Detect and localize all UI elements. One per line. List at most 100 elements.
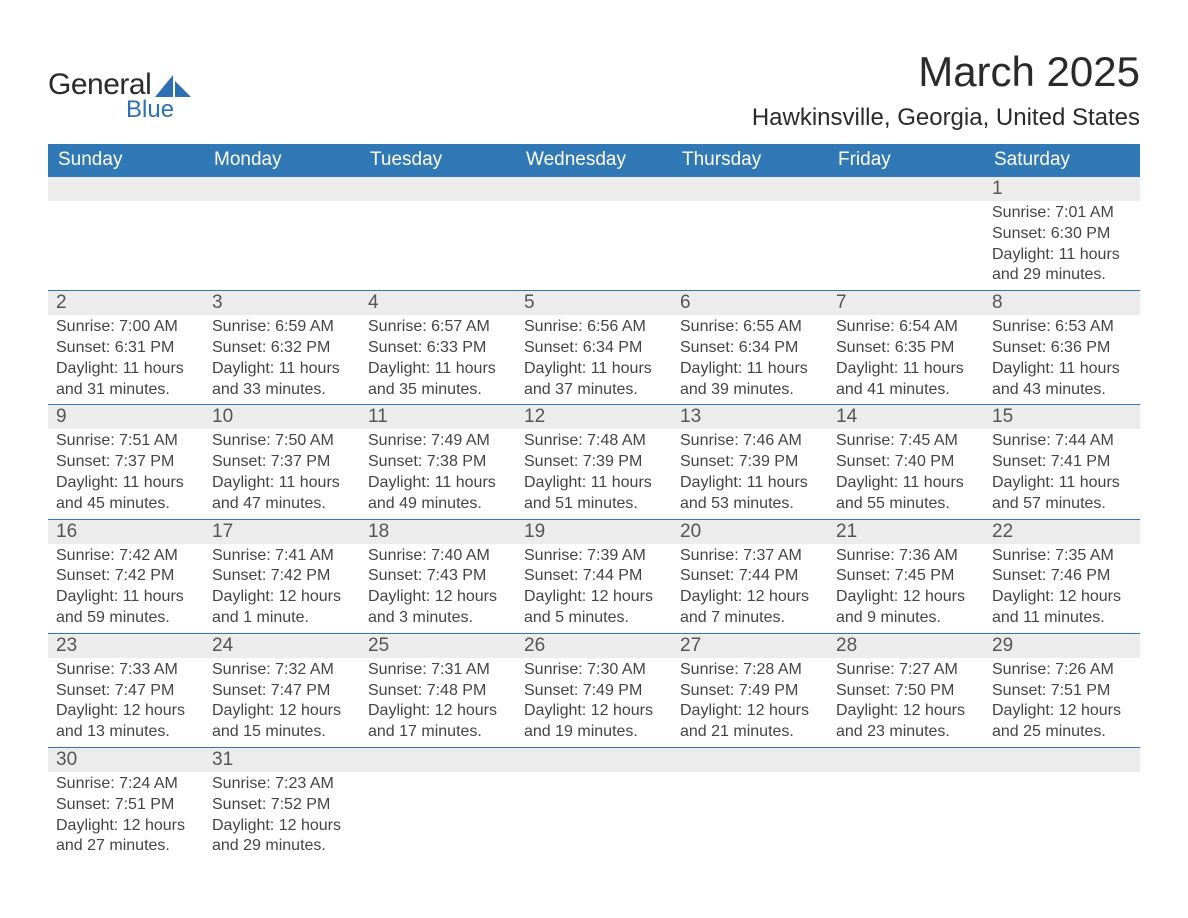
day-details: Sunrise: 7:28 AMSunset: 7:49 PMDaylight:…	[672, 658, 828, 747]
day-data-cell: Sunrise: 6:59 AMSunset: 6:32 PMDaylight:…	[204, 315, 360, 405]
day-number-cell	[360, 747, 516, 772]
daylight-line-2: and 9 minutes.	[836, 608, 976, 629]
day-number-cell	[204, 177, 360, 202]
day-data-cell	[516, 772, 672, 861]
day-number-cell: 16	[48, 519, 204, 544]
day-details: Sunrise: 7:33 AMSunset: 7:47 PMDaylight:…	[48, 658, 204, 747]
brand-sail-icon	[155, 73, 191, 97]
daylight-line-2: and 45 minutes.	[56, 494, 196, 515]
location-subtitle: Hawkinsville, Georgia, United States	[752, 104, 1140, 132]
title-block: March 2025 Hawkinsville, Georgia, United…	[752, 48, 1140, 132]
sunrise-line: Sunrise: 7:23 AM	[212, 774, 352, 795]
sunrise-line: Sunrise: 7:33 AM	[56, 660, 196, 681]
page-header: General Blue March 2025 Hawkinsville, Ge…	[48, 48, 1140, 132]
day-number: 26	[516, 634, 672, 658]
day-data-cell	[360, 201, 516, 291]
day-data-cell: Sunrise: 6:54 AMSunset: 6:35 PMDaylight:…	[828, 315, 984, 405]
sunrise-line: Sunrise: 7:48 AM	[524, 431, 664, 452]
day-number-cell: 28	[828, 633, 984, 658]
daylight-line-2: and 33 minutes.	[212, 380, 352, 401]
day-details: Sunrise: 6:57 AMSunset: 6:33 PMDaylight:…	[360, 315, 516, 404]
day-number-cell	[360, 177, 516, 202]
day-number-cell: 11	[360, 405, 516, 430]
daylight-line-1: Daylight: 12 hours	[524, 701, 664, 722]
day-number-cell: 30	[48, 747, 204, 772]
day-number-cell: 9	[48, 405, 204, 430]
daylight-line-2: and 47 minutes.	[212, 494, 352, 515]
daylight-line-1: Daylight: 12 hours	[680, 701, 820, 722]
sunset-line: Sunset: 6:35 PM	[836, 338, 976, 359]
week-daynum-row: 23242526272829	[48, 633, 1140, 658]
day-data-cell: Sunrise: 7:51 AMSunset: 7:37 PMDaylight:…	[48, 429, 204, 519]
day-data-cell: Sunrise: 7:40 AMSunset: 7:43 PMDaylight:…	[360, 544, 516, 634]
day-number: 9	[48, 405, 204, 429]
daylight-line-1: Daylight: 12 hours	[212, 816, 352, 837]
day-details: Sunrise: 7:23 AMSunset: 7:52 PMDaylight:…	[204, 772, 360, 861]
sunrise-line: Sunrise: 6:56 AM	[524, 317, 664, 338]
day-number-cell: 18	[360, 519, 516, 544]
daylight-line-1: Daylight: 11 hours	[680, 359, 820, 380]
day-number-cell: 8	[984, 291, 1140, 316]
sunrise-line: Sunrise: 7:27 AM	[836, 660, 976, 681]
day-number: 24	[204, 634, 360, 658]
sunrise-line: Sunrise: 7:00 AM	[56, 317, 196, 338]
week-daynum-row: 16171819202122	[48, 519, 1140, 544]
day-number-cell: 14	[828, 405, 984, 430]
day-number-cell: 19	[516, 519, 672, 544]
sunrise-line: Sunrise: 7:46 AM	[680, 431, 820, 452]
week-daynum-row: 2345678	[48, 291, 1140, 316]
sunrise-line: Sunrise: 7:31 AM	[368, 660, 508, 681]
weekday-header: Wednesday	[516, 144, 672, 177]
sunset-line: Sunset: 7:50 PM	[836, 681, 976, 702]
day-number: 27	[672, 634, 828, 658]
sunset-line: Sunset: 6:33 PM	[368, 338, 508, 359]
sunrise-line: Sunrise: 6:59 AM	[212, 317, 352, 338]
daylight-line-2: and 21 minutes.	[680, 722, 820, 743]
sunrise-line: Sunrise: 7:28 AM	[680, 660, 820, 681]
day-details: Sunrise: 7:32 AMSunset: 7:47 PMDaylight:…	[204, 658, 360, 747]
day-number-cell	[516, 177, 672, 202]
day-data-cell: Sunrise: 6:56 AMSunset: 6:34 PMDaylight:…	[516, 315, 672, 405]
day-data-cell: Sunrise: 7:23 AMSunset: 7:52 PMDaylight:…	[204, 772, 360, 861]
daylight-line-2: and 7 minutes.	[680, 608, 820, 629]
day-number-cell: 31	[204, 747, 360, 772]
day-number-cell	[672, 747, 828, 772]
sunset-line: Sunset: 6:32 PM	[212, 338, 352, 359]
day-number: 6	[672, 291, 828, 315]
sunset-line: Sunset: 7:39 PM	[524, 452, 664, 473]
week-data-row: Sunrise: 7:42 AMSunset: 7:42 PMDaylight:…	[48, 544, 1140, 634]
month-title: March 2025	[752, 48, 1140, 96]
day-details: Sunrise: 7:40 AMSunset: 7:43 PMDaylight:…	[360, 544, 516, 633]
week-data-row: Sunrise: 7:24 AMSunset: 7:51 PMDaylight:…	[48, 772, 1140, 861]
week-daynum-row: 1	[48, 177, 1140, 202]
daylight-line-1: Daylight: 11 hours	[56, 587, 196, 608]
daylight-line-2: and 31 minutes.	[56, 380, 196, 401]
daylight-line-2: and 55 minutes.	[836, 494, 976, 515]
day-data-cell: Sunrise: 7:41 AMSunset: 7:42 PMDaylight:…	[204, 544, 360, 634]
day-details: Sunrise: 7:49 AMSunset: 7:38 PMDaylight:…	[360, 429, 516, 518]
sunset-line: Sunset: 7:47 PM	[56, 681, 196, 702]
day-number-cell: 13	[672, 405, 828, 430]
daylight-line-2: and 29 minutes.	[992, 265, 1132, 286]
day-details: Sunrise: 7:46 AMSunset: 7:39 PMDaylight:…	[672, 429, 828, 518]
day-number-cell: 22	[984, 519, 1140, 544]
daylight-line-2: and 35 minutes.	[368, 380, 508, 401]
sunset-line: Sunset: 6:30 PM	[992, 224, 1132, 245]
day-number-cell: 25	[360, 633, 516, 658]
daylight-line-1: Daylight: 12 hours	[836, 701, 976, 722]
day-data-cell: Sunrise: 6:53 AMSunset: 6:36 PMDaylight:…	[984, 315, 1140, 405]
day-number-cell: 5	[516, 291, 672, 316]
day-number: 29	[984, 634, 1140, 658]
day-number: 21	[828, 520, 984, 544]
week-data-row: Sunrise: 7:00 AMSunset: 6:31 PMDaylight:…	[48, 315, 1140, 405]
day-number: 5	[516, 291, 672, 315]
daylight-line-1: Daylight: 11 hours	[56, 473, 196, 494]
day-number-cell: 26	[516, 633, 672, 658]
day-number-cell: 24	[204, 633, 360, 658]
daylight-line-2: and 29 minutes.	[212, 836, 352, 857]
daylight-line-1: Daylight: 11 hours	[524, 359, 664, 380]
sunset-line: Sunset: 7:44 PM	[680, 566, 820, 587]
daylight-line-1: Daylight: 12 hours	[680, 587, 820, 608]
daylight-line-2: and 1 minute.	[212, 608, 352, 629]
week-data-row: Sunrise: 7:01 AMSunset: 6:30 PMDaylight:…	[48, 201, 1140, 291]
